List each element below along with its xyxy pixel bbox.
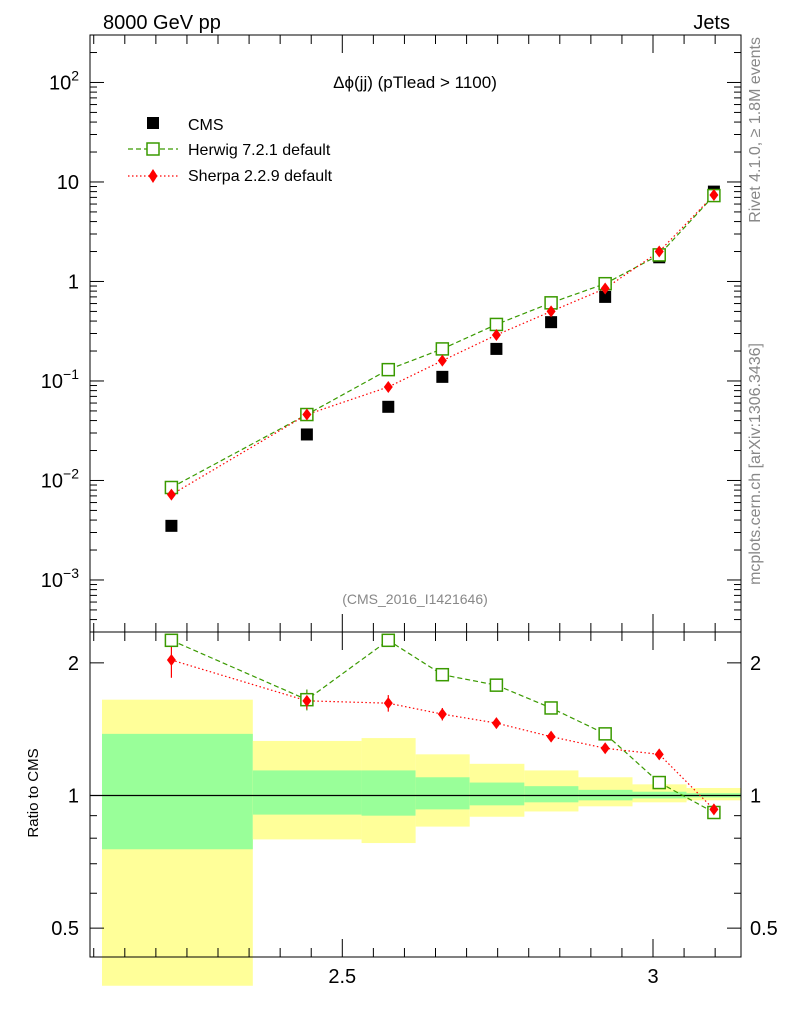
sherpa-ratio-point <box>302 694 312 707</box>
herwig-ratio-point <box>598 727 612 741</box>
ratio-band-inner <box>361 770 416 816</box>
herwig-ratio-point <box>164 633 179 648</box>
ratio-y-ticks: 0.5 0.5 1 1 2 2 <box>51 653 778 940</box>
legend-sherpa-marker <box>148 169 158 183</box>
cms-point <box>545 316 558 329</box>
legend-sherpa-label: Sherpa 2.2.9 default <box>188 168 333 185</box>
sherpa-point <box>166 488 176 501</box>
header-left-label: 8000 GeV pp <box>103 12 221 34</box>
ratio-band-inner <box>469 782 525 806</box>
ratio-x-ticks: 2.5 3 <box>93 632 716 988</box>
sherpa-point <box>600 282 610 295</box>
main-x-ticks <box>93 35 716 632</box>
ratio-band-inner <box>102 733 253 850</box>
herwig-line <box>171 195 715 489</box>
ratio-y-axis-label: Ratio to CMS <box>25 748 42 837</box>
herwig-point <box>489 317 504 332</box>
herwig-point <box>435 342 450 356</box>
herwig-ratio-point <box>381 633 396 648</box>
legend-herwig-marker <box>146 142 160 156</box>
ratio-bands <box>102 699 741 986</box>
header-right-label: Jets <box>693 12 730 34</box>
main-y-tick-label: 10−2 <box>41 465 79 492</box>
ratio-band-inner <box>415 777 470 810</box>
herwig-ratio-point <box>544 701 558 715</box>
legend-cms-label: CMS <box>188 117 224 134</box>
sherpa-point <box>654 245 664 258</box>
sherpa-ratio-point <box>546 730 556 743</box>
ratio-band-inner <box>524 786 579 803</box>
mcplots-side-label: mcplots.cern.ch [arXiv:1306.3436] <box>747 343 764 585</box>
ratio-y-tick-label-right: 0.5 <box>750 918 778 940</box>
sherpa-point <box>302 408 312 421</box>
ratio-y-tick-label-left: 0.5 <box>51 918 79 940</box>
main-y-tick-label: 10−3 <box>41 565 79 592</box>
cms-point <box>599 290 612 303</box>
herwig-point <box>381 362 396 377</box>
analysis-id-label: (CMS_2016_I1421646) <box>342 591 488 607</box>
main-title: Δϕ(jj) (pTlead > 1100) <box>333 73 497 92</box>
ratio-y-tick-label-left: 2 <box>68 653 79 675</box>
legend-cms-marker <box>147 117 159 129</box>
sherpa-ratio-point <box>383 697 393 710</box>
sherpa-point <box>709 188 719 201</box>
rivet-side-label: Rivet 4.1.0, ≥ 1.8M events <box>747 37 764 223</box>
cms-point <box>300 428 313 441</box>
legend-herwig-label: Herwig 7.2.1 default <box>188 142 331 159</box>
main-y-tick-label: 1 <box>68 271 79 293</box>
ratio-x-tick-label: 3 <box>647 966 658 988</box>
sherpa-ratio-point <box>437 708 447 721</box>
sherpa-ratio-point <box>709 803 719 816</box>
ratio-y-tick-label-right: 2 <box>750 653 761 675</box>
cms-point <box>382 400 395 413</box>
herwig-ratio-point <box>435 667 450 682</box>
main-y-tick-label: 10 <box>57 172 79 194</box>
main-y-tick-label: 102 <box>49 67 79 94</box>
cms-point <box>490 342 503 355</box>
main-y-ticks: 10−3 10−2 10−1 1 10 102 <box>41 34 741 633</box>
ratio-x-tick-label: 2.5 <box>328 966 356 988</box>
ratio-panel: 0.5 0.51 12 2 2.5 3 Ratio to CMS <box>25 631 778 988</box>
main-panel: 10−3 10−2 10−1 1 10 102 Δϕ(jj) (pTlead > 1100… <box>41 34 742 633</box>
ratio-y-tick-label-left: 1 <box>68 785 79 807</box>
legend: CMS Herwig 7.2.1 default Sherpa 2.2.9 de… <box>128 117 333 185</box>
cms-point <box>165 519 178 532</box>
herwig-ratio-point <box>489 678 504 692</box>
sherpa-ratio-point <box>166 654 176 667</box>
sherpa-ratio-point <box>491 717 501 730</box>
sherpa-point <box>437 354 447 367</box>
herwig-ratio-point <box>652 775 666 790</box>
sherpa-point <box>491 328 501 341</box>
sherpa-ratio-point <box>600 742 610 755</box>
ratio-data-layer <box>164 633 721 820</box>
sherpa-point <box>546 305 556 318</box>
main-y-tick-label: 10−1 <box>41 366 79 393</box>
sherpa-ratio-point <box>654 748 664 761</box>
ratio-y-tick-label-right: 1 <box>750 785 761 807</box>
ratio-frame <box>89 631 742 958</box>
main-data-layer <box>164 185 721 532</box>
sherpa-line <box>171 194 715 496</box>
sherpa-point <box>383 380 393 393</box>
ratio-band-inner <box>252 770 362 815</box>
cms-point <box>436 370 449 383</box>
